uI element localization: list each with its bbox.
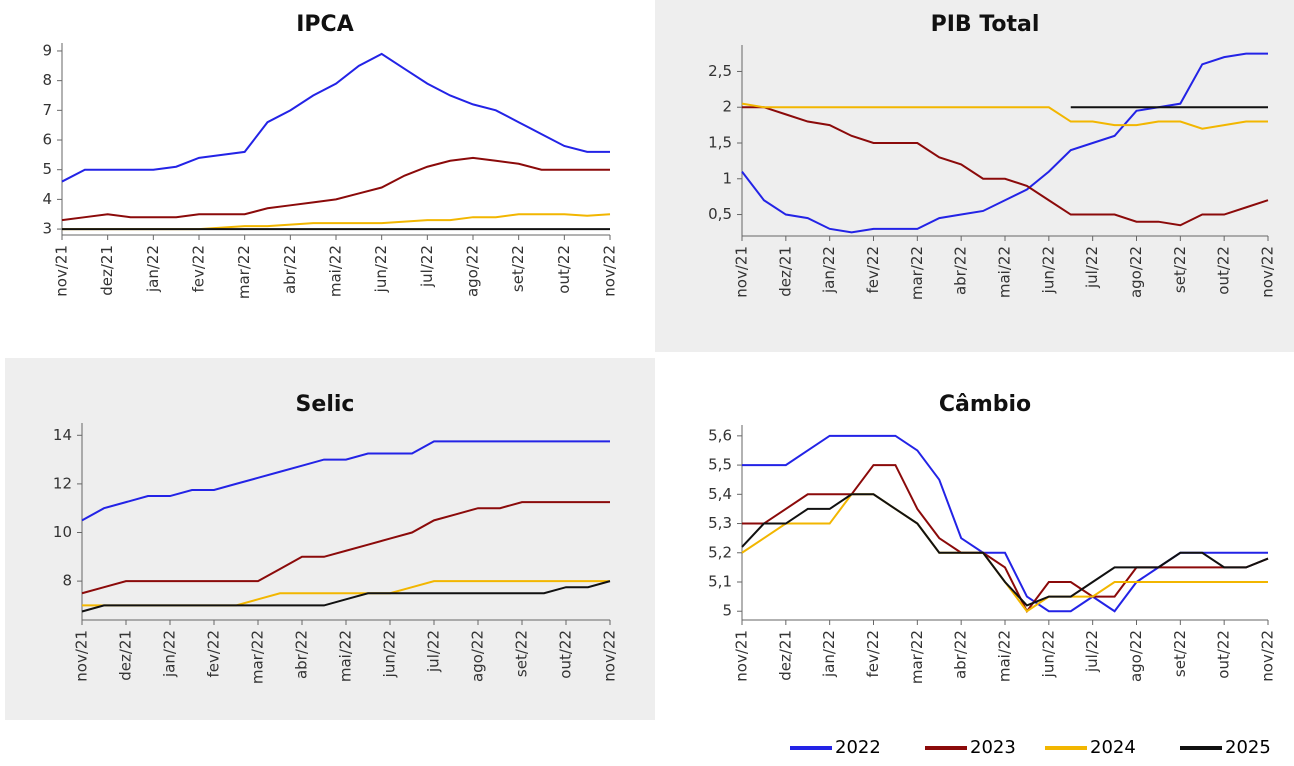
x-tick-label: fev/22 xyxy=(864,630,882,678)
x-tick-label: ago/22 xyxy=(1127,246,1145,298)
x-tick-label: abr/22 xyxy=(281,245,299,294)
series-line: 2024 xyxy=(741,102,1268,130)
series-line: 2025 xyxy=(81,580,611,613)
y-tick-label: 0,5 xyxy=(708,205,732,223)
series-line: 2023 xyxy=(61,156,610,222)
x-tick-label: ago/22 xyxy=(1127,630,1145,682)
x-tick-label: mai/22 xyxy=(996,246,1014,298)
panel xyxy=(5,358,655,720)
x-tick-label: mar/22 xyxy=(235,245,253,299)
y-tick-label: 4 xyxy=(42,190,52,208)
x-tick-label: fev/22 xyxy=(864,246,882,294)
y-tick-label: 1,5 xyxy=(708,134,732,152)
x-tick-label: set/22 xyxy=(1171,246,1189,293)
x-tick-label: mar/22 xyxy=(908,246,926,300)
x-tick-label: out/22 xyxy=(557,630,575,679)
y-tick-label: 10 xyxy=(53,523,72,541)
x-tick-label: jun/22 xyxy=(372,245,390,293)
x-tick-label: nov/22 xyxy=(1259,630,1277,682)
legend-label: 2024 xyxy=(1090,737,1136,758)
y-tick-label: 5,1 xyxy=(708,573,732,591)
x-tick-label: nov/21 xyxy=(73,630,91,682)
x-tick-label: jul/22 xyxy=(418,245,436,288)
series-line: 2022 xyxy=(61,52,610,183)
chart-title: Selic xyxy=(296,392,355,417)
x-tick-label: fev/22 xyxy=(205,630,223,678)
x-tick-label: nov/21 xyxy=(53,245,71,297)
series-line: 2022 xyxy=(81,440,610,522)
x-tick-label: out/22 xyxy=(1215,246,1233,295)
x-tick-label: abr/22 xyxy=(952,630,970,679)
legend-label: 2022 xyxy=(835,737,881,758)
series-line: 2023 xyxy=(81,501,610,595)
x-tick-label: nov/22 xyxy=(601,245,619,297)
x-tick-label: abr/22 xyxy=(293,630,311,679)
x-tick-label: set/22 xyxy=(1171,630,1189,677)
x-tick-label: nov/22 xyxy=(601,630,619,682)
x-tick-label: jun/22 xyxy=(381,630,399,678)
x-tick-label: nov/22 xyxy=(1259,246,1277,298)
chart-title: IPCA xyxy=(296,12,353,37)
panel xyxy=(655,0,1294,352)
x-tick-label: dez/21 xyxy=(776,630,794,681)
x-tick-label: abr/22 xyxy=(952,246,970,295)
series-line: 2022 xyxy=(741,52,1268,234)
y-tick-label: 5,6 xyxy=(708,426,732,444)
panel xyxy=(0,0,650,352)
y-tick-label: 12 xyxy=(53,474,72,492)
x-tick-label: nov/21 xyxy=(733,630,751,682)
x-tick-label: out/22 xyxy=(555,245,573,294)
y-tick-label: 5,4 xyxy=(708,485,732,503)
y-tick-label: 14 xyxy=(53,426,72,444)
y-tick-label: 5 xyxy=(722,602,732,620)
x-tick-label: jul/22 xyxy=(425,630,443,673)
y-tick-label: 2 xyxy=(722,98,732,116)
y-tick-label: 9 xyxy=(42,41,52,59)
x-tick-label: jul/22 xyxy=(1083,246,1101,289)
y-tick-label: 8 xyxy=(42,71,52,89)
y-tick-label: 5,5 xyxy=(708,456,732,474)
chart-title: PIB Total xyxy=(931,12,1040,37)
series-line: 2025 xyxy=(741,493,1269,607)
y-tick-label: 7 xyxy=(42,101,52,119)
chart-title: Câmbio xyxy=(939,392,1031,417)
x-tick-label: mai/22 xyxy=(996,630,1014,682)
x-tick-label: ago/22 xyxy=(469,630,487,682)
x-tick-label: mai/22 xyxy=(327,245,345,297)
y-tick-label: 5,2 xyxy=(708,543,732,561)
x-tick-label: set/22 xyxy=(509,245,527,292)
legend-label: 2023 xyxy=(970,737,1016,758)
y-tick-label: 5,3 xyxy=(708,514,732,532)
x-tick-label: jan/22 xyxy=(820,246,838,294)
x-tick-label: dez/21 xyxy=(776,246,794,297)
x-tick-label: ago/22 xyxy=(464,245,482,297)
x-tick-label: dez/21 xyxy=(98,245,116,296)
x-tick-label: mai/22 xyxy=(337,630,355,682)
x-tick-label: mar/22 xyxy=(249,630,267,684)
x-tick-label: nov/21 xyxy=(733,246,751,298)
x-tick-label: out/22 xyxy=(1215,630,1233,679)
legend-label: 2025 xyxy=(1225,737,1271,758)
x-tick-label: jan/22 xyxy=(161,630,179,678)
series-line: 2023 xyxy=(742,464,1269,614)
y-tick-label: 3 xyxy=(42,220,52,238)
x-tick-label: jan/22 xyxy=(820,630,838,678)
x-tick-label: fev/22 xyxy=(190,245,208,293)
y-tick-label: 6 xyxy=(42,131,52,149)
x-tick-label: jan/22 xyxy=(144,245,162,293)
x-tick-label: dez/21 xyxy=(117,630,135,681)
series-line: 2023 xyxy=(742,106,1269,227)
y-tick-label: 5 xyxy=(42,160,52,178)
y-tick-label: 1 xyxy=(722,169,732,187)
x-tick-label: set/22 xyxy=(513,630,531,677)
y-tick-label: 2,5 xyxy=(708,62,732,80)
x-tick-label: jul/22 xyxy=(1083,630,1101,673)
x-tick-label: jun/22 xyxy=(1039,246,1057,294)
x-tick-label: jun/22 xyxy=(1039,630,1057,678)
x-tick-label: mar/22 xyxy=(908,630,926,684)
y-tick-label: 8 xyxy=(62,572,72,590)
